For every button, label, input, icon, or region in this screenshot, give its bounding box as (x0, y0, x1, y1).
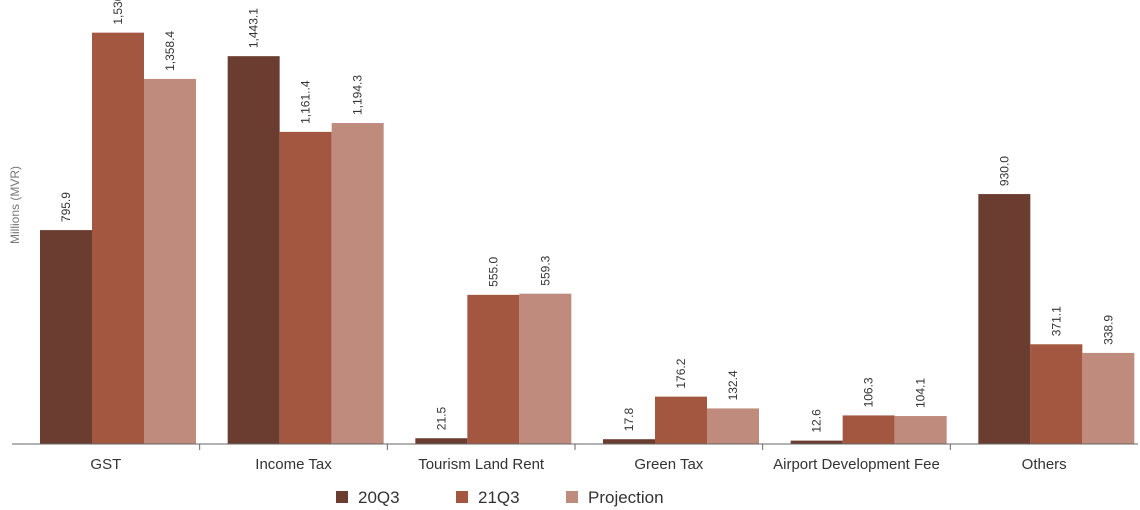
x-tick-label-3: Green Tax (634, 456, 703, 473)
bar-projection-0 (144, 78, 196, 445)
x-axis-ticks: GST Income Tax Tourism Land Rent Green Tax A… (90, 444, 1067, 473)
data-label-projection-4: 104.1 (914, 378, 928, 408)
data-label-21q3-1: 1,161..4 (299, 80, 313, 124)
bar-21q3-4 (842, 415, 895, 444)
x-tick-label-0: GST (90, 456, 121, 473)
legend-swatch-20q3 (336, 491, 348, 503)
legend: 20Q3 21Q3 Projection (336, 488, 664, 507)
bar-21q3-2 (467, 294, 520, 444)
data-label-20q3-1: 1,443.1 (247, 8, 261, 48)
legend-label-21q3: 21Q3 (478, 488, 520, 507)
legend-label-projection: Projection (588, 488, 664, 507)
data-label-20q3-4: 12.6 (810, 409, 824, 433)
data-label-21q3-3: 176.2 (674, 358, 688, 388)
data-label-20q3-3: 17.8 (622, 408, 636, 432)
data-label-projection-2: 559.3 (538, 255, 552, 285)
data-label-21q3-0: 1,530.6 (111, 0, 125, 25)
data-label-21q3-5: 371.1 (1049, 306, 1063, 336)
data-label-21q3-4: 106.3 (862, 377, 876, 407)
bar-projection-3 (707, 408, 759, 444)
bar-21q3-0 (92, 32, 144, 445)
bar-20q3-5 (978, 194, 1031, 444)
bar-21q3-1 (279, 131, 332, 444)
bars-group (40, 32, 1135, 445)
data-label-21q3-2: 555.0 (486, 256, 500, 286)
x-tick-label-1: Income Tax (255, 456, 332, 473)
bar-20q3-2 (415, 438, 468, 444)
legend-label-20q3: 20Q3 (358, 488, 400, 507)
data-label-20q3-0: 795.9 (59, 192, 73, 222)
bar-projection-4 (894, 416, 947, 444)
bar-21q3-3 (655, 396, 707, 444)
bar-20q3-4 (790, 440, 843, 444)
bar-21q3-5 (1030, 344, 1083, 444)
data-label-projection-5: 338.9 (1101, 315, 1115, 345)
data-label-projection-1: 1,194.3 (351, 75, 365, 115)
data-labels-group: 795.9 1,530.6 1,358.4 1,443.1 1,161..4 1,194.… (59, 0, 1115, 433)
y-axis-label: Millions (MVR) (8, 166, 22, 244)
data-label-projection-0: 1,358.4 (163, 31, 177, 71)
bar-projection-1 (331, 123, 384, 445)
bar-projection-5 (1082, 352, 1135, 444)
legend-swatch-21q3 (456, 491, 468, 503)
x-tick-label-5: Others (1022, 456, 1067, 473)
data-label-20q3-2: 21.5 (434, 407, 448, 431)
x-tick-label-4: Airport Development Fee (773, 456, 940, 473)
bar-20q3-0 (40, 230, 92, 444)
x-tick-label-2: Tourism Land Rent (418, 456, 545, 473)
bar-20q3-1 (227, 56, 280, 445)
data-label-projection-3: 132.4 (726, 370, 740, 400)
bar-projection-2 (519, 293, 572, 444)
bar-20q3-3 (603, 439, 655, 444)
legend-swatch-projection (566, 491, 578, 503)
data-label-20q3-5: 930.0 (997, 156, 1011, 186)
